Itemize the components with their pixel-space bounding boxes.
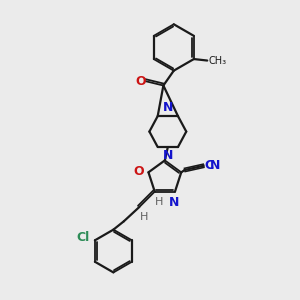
Text: N: N bbox=[210, 159, 220, 172]
Text: H: H bbox=[140, 212, 148, 221]
Text: O: O bbox=[134, 165, 144, 178]
Text: CH₃: CH₃ bbox=[209, 56, 227, 65]
Text: Cl: Cl bbox=[76, 232, 89, 244]
Text: C: C bbox=[205, 159, 214, 172]
Text: N: N bbox=[163, 101, 173, 114]
Text: N: N bbox=[169, 196, 180, 209]
Text: N: N bbox=[163, 149, 173, 162]
Text: O: O bbox=[136, 74, 146, 88]
Text: H: H bbox=[155, 197, 164, 207]
